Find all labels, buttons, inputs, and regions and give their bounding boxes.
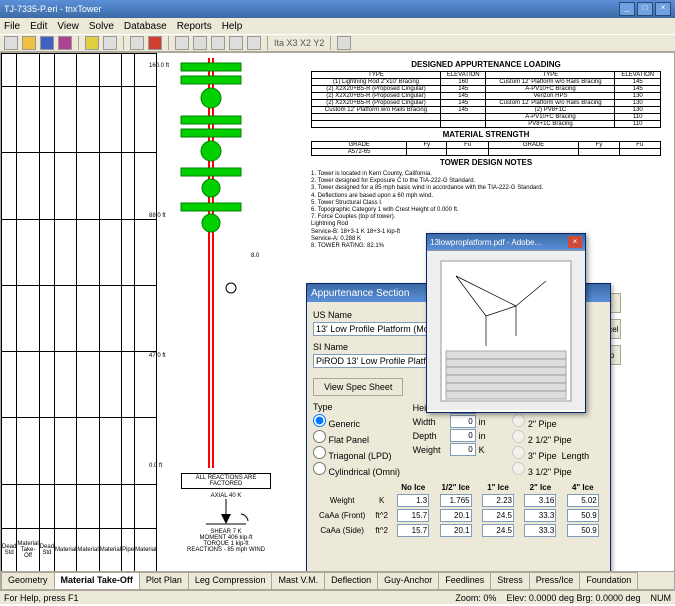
tab-leg-compression[interactable]: Leg Compression	[188, 572, 273, 589]
pdf-body	[427, 250, 585, 410]
tab-bar: GeometryMaterial Take-OffPlot PlanLeg Co…	[1, 571, 674, 589]
tab-feedlines[interactable]: Feedlines	[438, 572, 491, 589]
db-icon[interactable]	[103, 36, 117, 50]
mount-3[interactable]: 3" Pipe Length	[512, 446, 604, 461]
tab-press-ice[interactable]: Press/Ice	[529, 572, 581, 589]
type-flatpanel[interactable]: Flat Panel	[313, 430, 405, 445]
dim-mid: 88.0 ft	[149, 213, 166, 219]
status-help: For Help, press F1	[4, 593, 79, 603]
material-table: GRADEFyFuGRADEFyFu A572-65	[311, 141, 661, 156]
pdf-close-icon[interactable]: ×	[568, 236, 582, 248]
new-icon[interactable]	[4, 36, 18, 50]
status-elev: Elev: 0.0000 deg Brg: 0.0000 deg	[506, 593, 640, 603]
drawing-table: Dead StdMaterial Take-Off Dead StdMateri…	[1, 53, 157, 573]
work-area: Dead StdMaterial Take-Off Dead StdMateri…	[0, 52, 675, 590]
status-zoom: Zoom: 0%	[455, 593, 496, 603]
tab-stress[interactable]: Stress	[490, 572, 530, 589]
pan-icon[interactable]	[193, 36, 207, 50]
toolbar: Ita X3 X2 Y2	[0, 34, 675, 52]
menu-edit[interactable]: Edit	[30, 21, 47, 32]
help-icon[interactable]	[85, 36, 99, 50]
tab-deflection[interactable]: Deflection	[324, 572, 378, 589]
dim-low: 47.0 ft	[149, 353, 166, 359]
menu-bar: File Edit View Solve Database Reports He…	[0, 18, 675, 34]
menu-reports[interactable]: Reports	[177, 21, 212, 32]
reactions-sub: REACTIONS - 85 mph WIND	[181, 547, 271, 553]
maximize-button[interactable]: □	[637, 2, 653, 16]
window-controls: _ □ ×	[619, 2, 671, 16]
rotate-icon[interactable]	[211, 36, 225, 50]
right-panel: DESIGNED APPURTENANCE LOADING TYPEELEVAT…	[311, 58, 661, 250]
menu-solve[interactable]: Solve	[89, 21, 114, 32]
reactions-panel: ALL REACTIONS ARE FACTORED AXIAL 40 K SH…	[181, 473, 271, 553]
print-icon[interactable]	[58, 36, 72, 50]
save-icon[interactable]	[40, 36, 54, 50]
appurt-table: TYPEELEVATIONTYPEELEVATION (1) Lightning…	[311, 71, 661, 128]
status-num: NUM	[651, 593, 672, 603]
dim-base: 0.0 ft	[149, 463, 162, 469]
menu-database[interactable]: Database	[124, 21, 167, 32]
info-icon[interactable]	[337, 36, 351, 50]
type-generic[interactable]: Generic	[313, 414, 405, 429]
tab-mast-v-m-[interactable]: Mast V.M.	[271, 572, 325, 589]
tab-plot-plan[interactable]: Plot Plan	[139, 572, 189, 589]
title-bar: TJ-7335-P.eri - tnxTower _ □ ×	[0, 0, 675, 18]
menu-help[interactable]: Help	[222, 21, 243, 32]
view-spec-button[interactable]: View Spec Sheet	[313, 378, 403, 396]
3d-icon[interactable]	[229, 36, 243, 50]
section-appurt-title: DESIGNED APPURTENANCE LOADING	[311, 60, 661, 69]
menu-file[interactable]: File	[4, 21, 20, 32]
fit-icon[interactable]	[247, 36, 261, 50]
pdf-title-bar[interactable]: 13lowproplatform.pdf - Adobe... ×	[427, 234, 585, 250]
tab-geometry[interactable]: Geometry	[1, 572, 55, 589]
grid-icon[interactable]	[130, 36, 144, 50]
dim-top: 160.0 ft	[149, 63, 169, 69]
bars-icon[interactable]	[148, 36, 162, 50]
dim-rt: 8.0	[251, 253, 259, 259]
zoom-icon[interactable]	[175, 36, 189, 50]
type-label: Type	[313, 402, 405, 412]
pdf-window[interactable]: 13lowproplatform.pdf - Adobe... ×	[426, 233, 586, 413]
reactions-axial: AXIAL 40 K	[181, 493, 271, 499]
mount-2[interactable]: 2" Pipe	[512, 414, 604, 429]
drawing-table-panel: Dead StdMaterial Take-Off Dead StdMateri…	[1, 53, 141, 573]
open-icon[interactable]	[22, 36, 36, 50]
status-bar: For Help, press F1 Zoom: 0% Elev: 0.0000…	[0, 590, 675, 604]
section-mat-title: MATERIAL STRENGTH	[311, 130, 661, 139]
menu-view[interactable]: View	[57, 21, 79, 32]
minimize-button[interactable]: _	[619, 2, 635, 16]
mount-35[interactable]: 3 1/2" Pipe	[512, 462, 604, 477]
type-triagonal[interactable]: Triagonal (LPD)	[313, 446, 405, 461]
tab-foundation[interactable]: Foundation	[579, 572, 638, 589]
type-cylindrical[interactable]: Cylindrical (Omni)	[313, 462, 405, 477]
tab-guy-anchor[interactable]: Guy-Anchor	[377, 572, 439, 589]
dialog-title: Appurtenance Section	[311, 288, 409, 299]
tower-drawing	[171, 58, 251, 468]
window-title: TJ-7335-P.eri - tnxTower	[4, 4, 101, 14]
close-button[interactable]: ×	[655, 2, 671, 16]
toolbar-annot: Ita X3 X2 Y2	[274, 38, 324, 48]
pdf-title: 13lowproplatform.pdf - Adobe...	[430, 238, 541, 247]
tab-material-take-off[interactable]: Material Take-Off	[54, 572, 140, 589]
mount-25[interactable]: 2 1/2" Pipe	[512, 430, 604, 445]
ice-table: No Ice1/2" Ice1" Ice2" Ice4" Ice WeightK…	[313, 482, 604, 538]
reactions-title: ALL REACTIONS ARE FACTORED	[181, 473, 271, 489]
section-notes-title: TOWER DESIGN NOTES	[311, 158, 661, 167]
